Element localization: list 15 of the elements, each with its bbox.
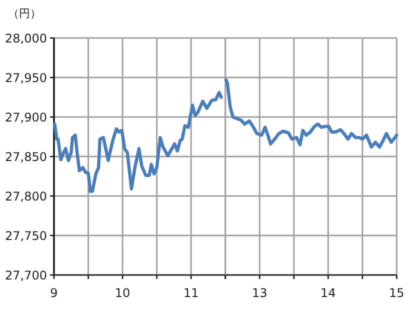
y-tick-label: 27,900 [5,110,47,124]
y-tick-label: 27,950 [5,71,47,85]
x-tick-label: 11 [183,286,199,300]
x-tick-label: 10 [114,286,130,300]
y-tick-label: 28,000 [5,32,47,46]
x-tick-label: 15 [389,286,404,300]
x-tick-label: 9 [50,286,58,300]
y-tick-label: 27,850 [5,150,47,164]
y-tick-label: 27,700 [5,268,47,282]
x-tick-label: 13 [252,286,268,300]
x-tick-label: 14 [320,286,336,300]
y-axis-title: （円） [8,7,41,20]
y-tick-label: 27,750 [5,229,47,243]
y-tick-label: 27,800 [5,190,47,204]
line-series [53,90,223,193]
